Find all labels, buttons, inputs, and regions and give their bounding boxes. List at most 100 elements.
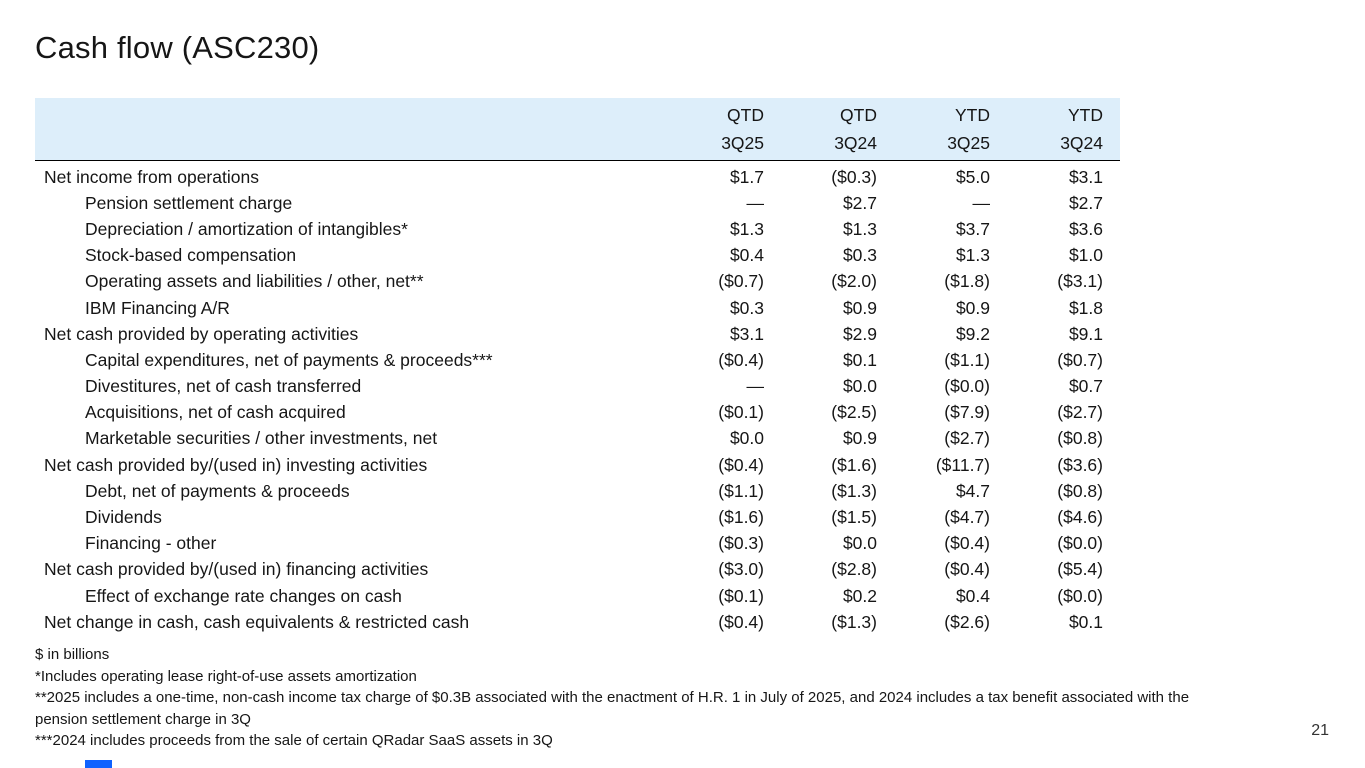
row-value: ($2.0) (831, 271, 877, 292)
row-value: $3.7 (955, 218, 990, 239)
row-value: $2.7 (842, 192, 877, 213)
row-value: ($4.6) (1057, 507, 1103, 528)
column-period: YTD (955, 105, 990, 125)
row-value: $1.3 (842, 218, 877, 239)
row-value: $0.3 (842, 245, 877, 266)
column-header-ytd-3q25: YTD 3Q25 (877, 101, 990, 157)
row-label: Net income from operations (44, 166, 259, 187)
row-value: $0.0 (842, 533, 877, 554)
column-header-qtd-3q24: QTD 3Q24 (764, 101, 877, 157)
table-row: Pension settlement charge — $2.7 — $2.7 (35, 190, 1120, 216)
row-label: Dividends (85, 507, 162, 528)
row-value: $3.1 (729, 323, 764, 344)
row-label: Financing - other (85, 533, 217, 554)
table-header: QTD 3Q25 QTD 3Q24 YTD 3Q25 YTD 3Q24 (35, 98, 1120, 161)
table-row: Dividends ($1.6) ($1.5) ($4.7) ($4.6) (35, 504, 1120, 530)
row-value: ($2.7) (1057, 402, 1103, 423)
table-row: Acquisitions, net of cash acquired ($0.1)… (35, 400, 1120, 426)
column-quarter: 3Q25 (721, 133, 764, 153)
footnote-asterisk-2: **2025 includes a one-time, non-cash inc… (35, 689, 1190, 728)
row-label: Net cash provided by/(used in) investing… (44, 454, 428, 475)
column-period: QTD (840, 105, 877, 125)
row-value: ($1.1) (944, 349, 990, 370)
row-value: ($2.8) (831, 559, 877, 580)
row-value: $0.0 (842, 376, 877, 397)
row-label: Net cash provided by operating activitie… (44, 323, 359, 344)
row-value: ($0.0) (1057, 585, 1103, 606)
row-value: $1.3 (955, 245, 990, 266)
column-quarter: 3Q25 (947, 133, 990, 153)
table-row: Operating assets and liabilities / other… (35, 269, 1120, 295)
table-row: Net change in cash, cash equivalents & r… (35, 609, 1120, 635)
row-value: ($1.6) (831, 454, 877, 475)
slide-title: Cash flow (ASC230) (35, 30, 320, 65)
footnote-units: $ in billions (35, 646, 110, 663)
row-value: ($0.3) (718, 533, 764, 554)
table-row: Net cash provided by/(used in) financing… (35, 557, 1120, 583)
row-value: $0.7 (1068, 376, 1103, 397)
row-label: Net cash provided by/(used in) financing… (44, 559, 429, 580)
row-label: IBM Financing A/R (85, 297, 230, 318)
row-value: $9.1 (1068, 323, 1103, 344)
row-value: ($1.6) (718, 507, 764, 528)
row-value: ($11.7) (935, 454, 990, 475)
row-value: ($2.7) (944, 428, 990, 449)
row-value: $0.1 (842, 349, 877, 370)
row-label: Net change in cash, cash equivalents & r… (44, 611, 470, 632)
row-value: ($1.3) (831, 611, 877, 632)
row-value: $1.3 (729, 218, 764, 239)
row-value: — (746, 192, 765, 213)
row-value: ($0.0) (944, 376, 990, 397)
table-row: Stock-based compensation $0.4 $0.3 $1.3 $1.0 (35, 243, 1120, 269)
header-label-spacer (35, 101, 651, 157)
column-period: QTD (727, 105, 764, 125)
row-value: ($1.3) (831, 480, 877, 501)
row-value: ($7.9) (944, 402, 990, 423)
row-value: $0.9 (955, 297, 990, 318)
row-value: ($0.4) (944, 533, 990, 554)
row-value: $2.7 (1068, 192, 1103, 213)
row-value: $3.1 (1068, 166, 1103, 187)
table-row: Net cash provided by operating activitie… (35, 321, 1120, 347)
row-label: Stock-based compensation (85, 245, 297, 266)
row-value: $2.9 (842, 323, 877, 344)
row-label: Debt, net of payments & proceeds (85, 480, 350, 501)
row-value: $1.7 (729, 166, 764, 187)
row-value: ($1.1) (718, 480, 764, 501)
row-value: $0.2 (842, 585, 877, 606)
row-label: Operating assets and liabilities / other… (85, 271, 424, 292)
row-value: ($4.7) (944, 507, 990, 528)
row-value: ($0.8) (1057, 480, 1103, 501)
row-value: ($1.8) (944, 271, 990, 292)
row-value: — (746, 376, 765, 397)
row-value: ($2.5) (831, 402, 877, 423)
footnote-asterisk-1: *Includes operating lease right-of-use a… (35, 667, 417, 685)
table-row: Capital expenditures, net of payments & … (35, 347, 1120, 373)
column-period: YTD (1068, 105, 1103, 125)
row-value: $0.0 (729, 428, 764, 449)
cash-flow-table: QTD 3Q25 QTD 3Q24 YTD 3Q25 YTD 3Q24 Net … (35, 98, 1120, 635)
row-value: ($0.8) (1057, 428, 1103, 449)
row-value: $4.7 (955, 480, 990, 501)
table-row: Marketable securities / other investment… (35, 426, 1120, 452)
table-row: Effect of exchange rate changes on cash (… (35, 583, 1120, 609)
row-value: ($3.0) (718, 559, 764, 580)
row-value: $0.4 (729, 245, 764, 266)
footnote-asterisk-3: ***2024 includes proceeds from the sale … (35, 732, 553, 749)
row-label: Capital expenditures, net of payments & … (85, 349, 493, 370)
row-label: Depreciation / amortization of intangibl… (85, 218, 408, 239)
row-value: ($3.6) (1057, 454, 1103, 475)
table-row: Divestitures, net of cash transferred — $0… (35, 374, 1120, 400)
row-value: $1.0 (1068, 245, 1103, 266)
accent-bar (85, 760, 112, 768)
row-label: Effect of exchange rate changes on cash (85, 585, 402, 606)
page-number: 21 (1311, 722, 1329, 739)
table-row: Depreciation / amortization of intangibl… (35, 216, 1120, 242)
row-label: Pension settlement charge (85, 192, 293, 213)
row-value: ($0.7) (718, 271, 764, 292)
row-label: Divestitures, net of cash transferred (85, 376, 362, 397)
column-header-ytd-3q24: YTD 3Q24 (990, 101, 1103, 157)
row-value: $3.6 (1068, 218, 1103, 239)
row-value: ($2.6) (944, 611, 990, 632)
row-value: $0.9 (842, 297, 877, 318)
